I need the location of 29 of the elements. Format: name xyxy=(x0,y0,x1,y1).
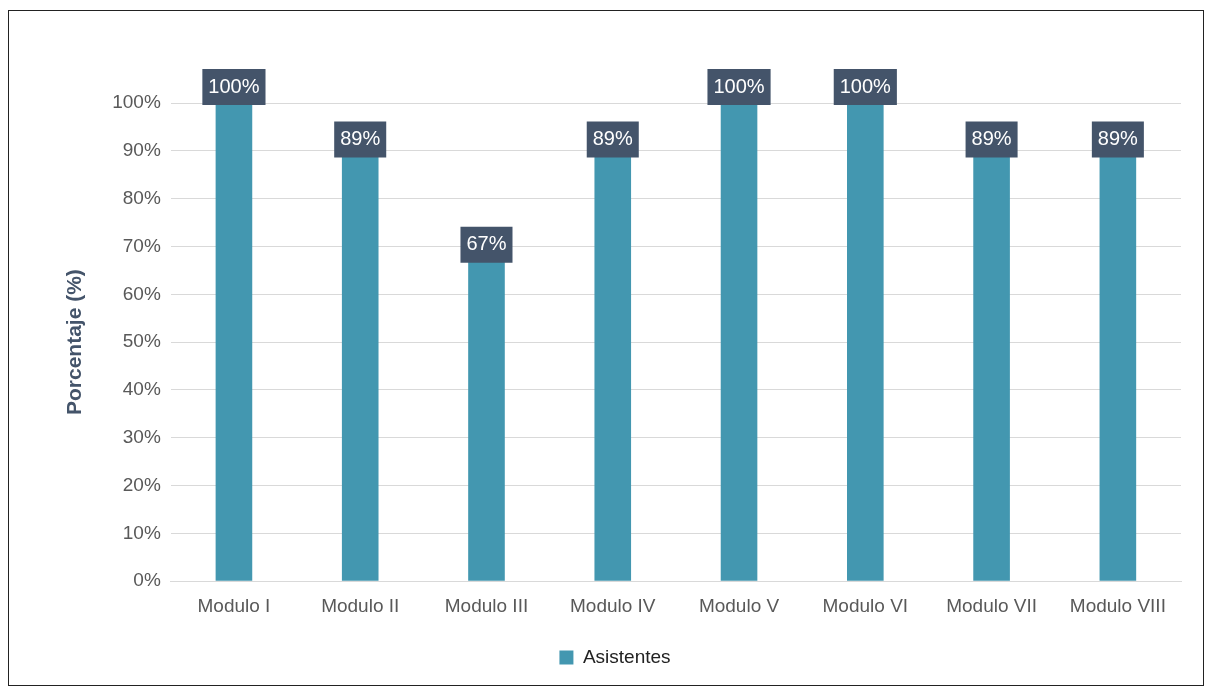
x-tick-label: Modulo V xyxy=(698,594,780,616)
data-label: 89% xyxy=(971,127,1012,150)
x-tick-label: Modulo VII xyxy=(946,594,1037,616)
x-tick-label: Modulo VI xyxy=(822,594,909,616)
y-tick-label: 80% xyxy=(122,186,161,208)
y-tick-label: 10% xyxy=(122,521,161,543)
data-label: 100% xyxy=(713,74,765,97)
x-tick-label: Modulo II xyxy=(321,594,400,616)
y-axis-title: Porcentaje (%) xyxy=(62,269,86,416)
x-tick-label: Modulo IV xyxy=(569,594,656,616)
y-tick-label: 20% xyxy=(122,473,161,495)
x-tick-label: Modulo III xyxy=(444,594,529,616)
data-label: 89% xyxy=(1097,127,1139,150)
y-tick-label: 40% xyxy=(122,378,161,400)
x-tick-label: Modulo VIII xyxy=(1069,594,1166,616)
x-tick-label: Modulo I xyxy=(197,594,271,616)
data-label: 67% xyxy=(466,232,507,255)
y-tick-label: 60% xyxy=(122,282,161,304)
y-tick-label: 70% xyxy=(122,234,161,256)
data-label: 89% xyxy=(592,127,633,150)
data-label: 100% xyxy=(208,74,260,97)
y-tick-label: 0% xyxy=(133,569,161,591)
data-label: 89% xyxy=(340,127,381,150)
y-tick-label: 30% xyxy=(122,425,161,447)
y-tick-label: 100% xyxy=(112,91,161,113)
y-tick-label: 50% xyxy=(122,330,161,352)
y-tick-label: 90% xyxy=(122,139,161,161)
legend-label: Asistentes xyxy=(582,645,671,667)
data-label: 100% xyxy=(839,74,892,97)
